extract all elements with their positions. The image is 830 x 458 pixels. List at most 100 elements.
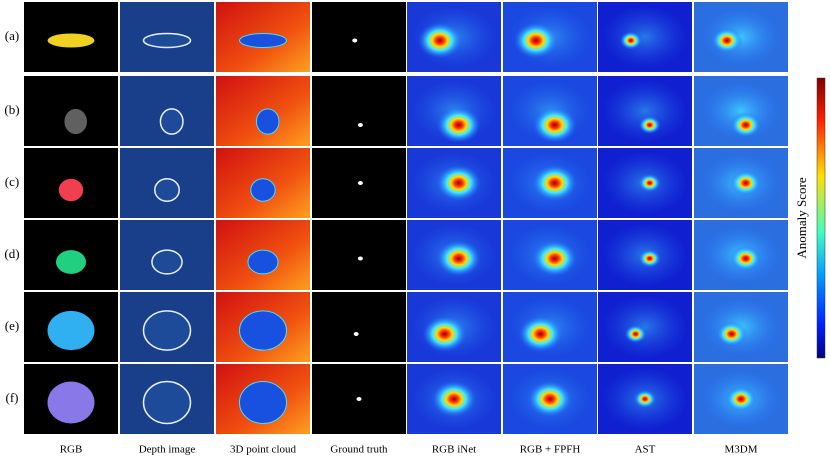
object [58,178,84,202]
row-label: (c) [5,174,19,189]
heat-spot [638,116,661,134]
image-cell [24,76,118,146]
image-cell [694,2,788,72]
heat-spot [624,325,647,343]
object [356,397,362,401]
object [353,332,359,336]
heat-spot [436,107,481,143]
image-cell [503,220,597,290]
image-cell [694,364,788,434]
image-cell [24,148,118,218]
image-cell [120,220,214,290]
image-cell [216,76,310,146]
heat-spot [711,27,743,54]
image-cell [598,364,692,434]
image-cell [120,292,214,362]
heat-spot [513,22,558,59]
object [47,33,95,48]
image-cell [407,148,501,218]
object [239,381,287,424]
column-label: Depth image [139,444,196,456]
column-label: AST [635,444,656,456]
heat-spot [638,249,661,268]
column-label: 3D point cloud [230,444,296,456]
heat-spot [730,112,762,138]
heat-spot [638,174,661,192]
heat-spot [436,240,481,277]
object [159,108,184,135]
heat-spot [518,316,563,352]
image-cell [598,148,692,218]
colorbar [816,77,826,359]
image-cell [503,292,597,362]
image-cell [598,76,692,146]
object [357,256,363,261]
object [357,123,363,127]
image-cell [503,364,597,434]
object [151,249,183,275]
image-bg [312,292,406,362]
object [357,181,363,185]
image-cell [312,220,406,290]
heat-spot [725,386,757,412]
image-cell [312,364,406,434]
object [47,381,95,424]
image-cell [24,220,118,290]
image-cell [598,220,692,290]
heat-spot [730,170,762,196]
image-cell [312,292,406,362]
heat-spot [432,381,476,417]
object [64,108,87,135]
heat-spot [730,245,762,272]
object [142,310,192,351]
row-label: (b) [4,102,19,117]
heat-spot [532,240,577,277]
image-cell [312,148,406,218]
column-label: RGB [60,444,83,456]
object [250,178,276,202]
heat-spot [634,390,656,408]
image-cell [598,2,692,72]
heat-spot [532,165,577,201]
image-cell [407,76,501,146]
image-cell [407,2,501,72]
heat-spot [417,22,462,59]
object [239,33,287,48]
image-cell [216,292,310,362]
heat-bg [602,295,688,359]
image-cell [216,2,310,72]
column-label: M3DM [724,444,757,456]
object [47,310,95,351]
image-cell [216,220,310,290]
object [255,108,280,135]
object [239,310,287,351]
image-cell [120,148,214,218]
image-cell [694,292,788,362]
row-label: (f) [6,390,19,405]
heat-spot [619,31,642,50]
image-cell [24,2,118,72]
image-cell [120,76,214,146]
heat-spot [436,165,481,201]
image-cell [694,148,788,218]
image-cell [312,2,406,72]
heat-bg [698,79,784,143]
image-cell [407,292,501,362]
object [142,32,192,49]
column-label: Ground truth [330,444,388,456]
object [142,380,192,425]
object [55,250,87,274]
image-cell [503,76,597,146]
heat-spot [532,107,577,143]
image-cell [312,76,406,146]
image-cell [407,220,501,290]
image-bg [312,220,406,290]
object [352,38,358,43]
image-cell [216,364,310,434]
heat-spot [528,381,572,417]
row-label: (e) [5,318,19,333]
image-cell [407,364,501,434]
object [154,178,180,202]
heat-bg [602,5,688,69]
